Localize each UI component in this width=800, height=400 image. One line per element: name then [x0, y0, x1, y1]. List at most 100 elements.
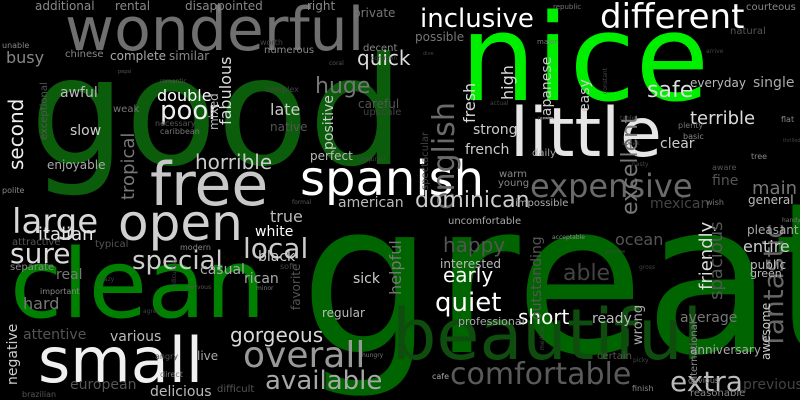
word-nice: nice [460, 0, 710, 129]
word-international: international [689, 321, 700, 385]
word-awful: awful [60, 85, 98, 101]
word-happy: happy [443, 233, 506, 257]
word-modern: modern [180, 243, 211, 252]
word-single: single [753, 75, 795, 91]
word-outstanding: outstanding [529, 236, 545, 320]
word-nasty: nasty [632, 161, 649, 168]
word-mixed: mixed [207, 93, 221, 130]
word-italian: italian [38, 224, 94, 245]
word-ready: ready [592, 311, 632, 327]
word-medical: medical [539, 326, 546, 350]
word-awesome: awesome [759, 302, 773, 360]
word-young: young [498, 178, 530, 189]
word-able: able [563, 261, 611, 286]
word-careful: careful [358, 97, 400, 111]
word-rental: rental [115, 0, 151, 13]
word-different: different [600, 0, 745, 37]
word-anniversary: anniversary [690, 343, 761, 357]
word-necessary: necessary [155, 119, 196, 128]
word-huge: huge [315, 74, 371, 99]
word-unable: unable [2, 41, 30, 50]
word-gross: gross [639, 264, 656, 271]
word-upscale: upscale [363, 107, 402, 118]
word-plenty: plenty [678, 121, 704, 130]
word-impossible: impossible [515, 198, 569, 209]
word-late: late [270, 100, 301, 119]
word-uncomfortable: uncomfortable [448, 216, 522, 227]
word-numerous: numerous [264, 45, 315, 56]
word-real: real [56, 267, 83, 283]
word-genuine: genuine [605, 249, 626, 255]
word-available: available [265, 366, 383, 396]
word-ocean: ocean [615, 230, 664, 249]
word-free: free [150, 150, 269, 220]
word-daily: daily [532, 148, 556, 159]
word-disappointed: disappointed [185, 0, 263, 13]
word-formal: formal [292, 199, 312, 206]
word-tree: tree [751, 152, 768, 161]
word-ridiculous: ridiculous [171, 259, 178, 288]
word-caribbean: caribbean [160, 127, 200, 136]
word-high: high [498, 65, 517, 100]
word-strong: strong [473, 122, 518, 138]
word-local: local [243, 232, 309, 265]
word-clear: clear [660, 136, 695, 152]
word-constant: constant [602, 67, 609, 94]
word-attractive: attractive [12, 237, 61, 248]
word-professional: professional [458, 315, 525, 328]
word-comfortable: comfortable [450, 357, 632, 392]
word-double: double [157, 86, 212, 105]
word-special: special [132, 246, 223, 276]
word-flat: flat [781, 115, 795, 124]
word-soft: soft [280, 262, 295, 271]
word-terrible: terrible [690, 108, 756, 129]
word-extra: extra [670, 365, 743, 398]
word-possible: possible [415, 30, 465, 44]
word-general: general [748, 193, 794, 207]
word-safe: safe [647, 78, 694, 103]
word-mexican: mexican [650, 196, 710, 212]
word-major: major [537, 38, 558, 46]
word-picky: picky [633, 357, 649, 364]
word-brazilian: brazilian [22, 390, 57, 399]
word-tropical: tropical [118, 132, 139, 200]
word-clean: clean [10, 230, 266, 340]
word-white: white [255, 224, 294, 240]
word-chinese: chinese [65, 49, 104, 60]
word-arrive: arrive [706, 48, 724, 55]
word-table: table [620, 115, 636, 122]
word-great: great [300, 157, 800, 400]
word-direct: direct [160, 370, 183, 379]
word-obvious: obvious [688, 376, 720, 385]
word-similar: similar [169, 49, 210, 63]
word-cafe: cafe [432, 372, 450, 381]
word-second: second [4, 98, 28, 170]
word-typical: typical [95, 239, 129, 250]
word-complex: complex [265, 85, 299, 94]
word-expensive: expensive [530, 167, 693, 205]
word-quiet: quiet [435, 288, 502, 318]
word-various: various [110, 329, 162, 345]
word-pleasant: pleasant [747, 223, 799, 237]
word-fine: fine [712, 173, 739, 189]
word-pepsi: pepsi [118, 69, 132, 75]
word-nervous: nervous [187, 284, 212, 291]
word-inclusive: inclusive [420, 4, 534, 34]
word-french: french [465, 142, 510, 158]
word-right: right [307, 0, 336, 13]
word-spacious: spacious [706, 221, 727, 300]
word-courteous: courteous [746, 2, 796, 13]
word-complete: complete [110, 49, 167, 63]
word-junior: junior [369, 156, 387, 163]
word-small: small [38, 324, 204, 397]
word-wrong: wrong [631, 304, 646, 345]
word-hard: hard [23, 294, 60, 313]
word-thrilled: thrilled [783, 138, 800, 144]
word-spectacular: spectacular [420, 131, 431, 190]
word-dive: dive [423, 51, 434, 57]
word-acceptable: acceptable [552, 234, 585, 241]
word-romantic: romantic [160, 78, 187, 85]
word-front: front [538, 116, 550, 122]
word-difficult: difficult [217, 384, 255, 395]
word-aware: aware [712, 163, 737, 172]
